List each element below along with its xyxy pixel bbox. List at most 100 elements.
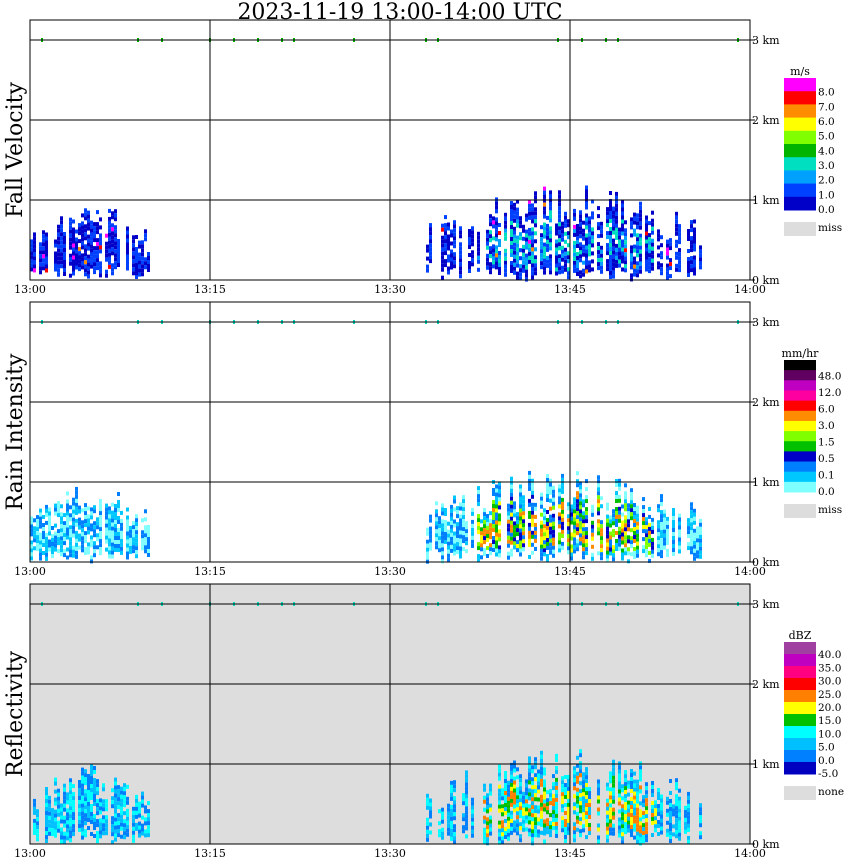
- echo-cell: [72, 816, 75, 821]
- echo-cell: [72, 259, 75, 264]
- echo-cell: [495, 221, 498, 226]
- echo-cell: [99, 531, 102, 536]
- echo-cell: [546, 798, 549, 803]
- echo-cell: [549, 514, 552, 519]
- echo-cell: [486, 518, 489, 522]
- echo-cell: [489, 531, 492, 536]
- echo-cell: [120, 522, 123, 527]
- echo-cell: [525, 269, 528, 274]
- echo-cell: [90, 776, 93, 780]
- echo-cell: [492, 536, 495, 540]
- echo-cell: [90, 264, 93, 269]
- echo-cell: [105, 803, 108, 808]
- echo-cell: [534, 785, 537, 790]
- echo-cell: [588, 216, 591, 221]
- echo-cell: [426, 531, 429, 536]
- echo-cell: [111, 788, 114, 793]
- echo-cell: [588, 220, 591, 225]
- echo-cell: [69, 834, 72, 839]
- echo-cell: [624, 523, 627, 528]
- echo-cell: [636, 779, 639, 784]
- echo-cell: [81, 241, 84, 246]
- echo-cell: [606, 534, 609, 539]
- echo-cell: [84, 228, 87, 233]
- echo-cell: [648, 506, 651, 511]
- echo-cell: [675, 818, 678, 823]
- echo-cell: [141, 244, 144, 249]
- echo-cell: [660, 251, 663, 256]
- echo-cell: [132, 545, 135, 550]
- echo-cell: [90, 784, 93, 788]
- echo-cell: [111, 522, 114, 527]
- echo-cell: [516, 243, 519, 248]
- echo-cell: [138, 260, 141, 265]
- echo-cell: [468, 245, 471, 249]
- echo-cell: [615, 195, 618, 200]
- echo-cell: [693, 508, 696, 513]
- echo-cell: [513, 533, 516, 538]
- echo-cell: [558, 226, 561, 231]
- echo-cell: [480, 519, 483, 524]
- echo-cell: [549, 833, 552, 838]
- echo-cell: [498, 788, 501, 793]
- echo-cell: [525, 791, 528, 796]
- echo-cell: [87, 782, 90, 786]
- echo-cell: [618, 498, 621, 503]
- echo-cell: [651, 801, 654, 805]
- echo-cell: [108, 530, 111, 535]
- echo-cell: [576, 499, 579, 504]
- echo-cell: [36, 829, 39, 834]
- echo-cell: [591, 504, 594, 509]
- echo-cell: [609, 243, 612, 247]
- echo-cell: [510, 826, 513, 831]
- echo-cell: [450, 832, 453, 837]
- echo-cell: [552, 814, 555, 819]
- echo-cell: [498, 792, 501, 797]
- echo-cell: [492, 256, 495, 261]
- echo-cell: [612, 521, 615, 526]
- echo-cell: [468, 265, 471, 269]
- echo-cell: [540, 770, 543, 775]
- echo-cell: [648, 237, 651, 242]
- echo-cell: [585, 783, 588, 788]
- echo-cell: [117, 500, 120, 504]
- echo-cell: [486, 805, 489, 810]
- echo-cell: [78, 525, 81, 530]
- echo-cell: [555, 805, 558, 810]
- echo-cell: [492, 544, 495, 548]
- echo-cell: [522, 244, 525, 249]
- echo-cell: [564, 839, 567, 843]
- echo-cell: [144, 809, 147, 814]
- echo-cell: [552, 782, 555, 787]
- echo-cell: [144, 237, 147, 242]
- echo-cell: [513, 234, 516, 239]
- echo-cell: [573, 513, 576, 518]
- echo-cell: [525, 795, 528, 800]
- echo-cell: [453, 523, 456, 528]
- echo-cell: [675, 830, 678, 835]
- echo-cell: [516, 775, 519, 780]
- echo-cell: [546, 498, 549, 502]
- echo-cell: [447, 234, 450, 239]
- echo-cell: [633, 256, 636, 261]
- echo-cell: [642, 529, 645, 534]
- echo-cell: [642, 545, 645, 550]
- echo-cell: [51, 546, 54, 550]
- echo-cell: [540, 762, 543, 767]
- echo-cell: [450, 820, 453, 825]
- echo-cell: [90, 764, 93, 768]
- echo-cell: [660, 794, 663, 799]
- echo-cell: [612, 759, 615, 764]
- echo-cell: [510, 774, 513, 779]
- echo-cell: [624, 822, 627, 827]
- echo-cell: [699, 526, 702, 531]
- echo-cell: [621, 548, 624, 553]
- echo-cell: [60, 240, 63, 245]
- echo-cell: [687, 233, 690, 237]
- echo-cell: [546, 263, 549, 268]
- echo-cell: [579, 226, 582, 231]
- echo-cell: [48, 523, 51, 528]
- echo-cell: [519, 276, 522, 281]
- echo-cell: [549, 262, 552, 267]
- y-tick-label: 0 km: [752, 274, 780, 287]
